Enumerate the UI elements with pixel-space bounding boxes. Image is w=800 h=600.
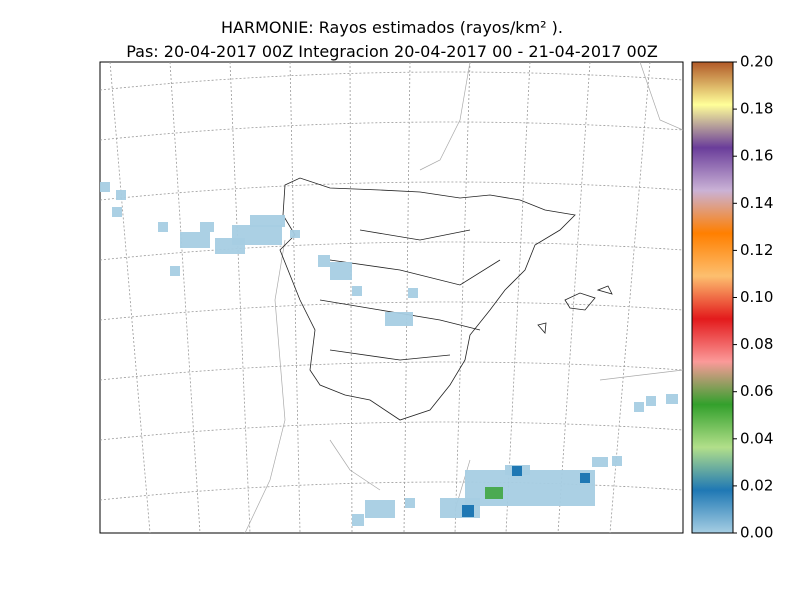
borders	[244, 61, 684, 534]
colorbar-tick-label: 0.18	[740, 100, 773, 118]
map	[99, 61, 684, 534]
colorbar-tick-label: 0.14	[740, 194, 773, 212]
colorbar-tick-label: 0.02	[740, 476, 773, 494]
colorbar-tick-label: 0.16	[740, 147, 773, 165]
subtitle: Pas: 20-04-2017 00Z Integracion 20-04-20…	[126, 42, 658, 61]
provinces	[319, 229, 501, 361]
lightning-cells	[100, 182, 678, 526]
colorbar-tick-label: 0.06	[740, 382, 773, 400]
colorbar-tick-label: 0.20	[740, 53, 773, 71]
colorbar-tick-label: 0.10	[740, 288, 773, 306]
colorbar-tick-label: 0.00	[740, 524, 773, 542]
colorbar-tick-label: 0.08	[740, 335, 773, 353]
title: HARMONIE: Rayos estimados (rayos/km² ).	[221, 18, 563, 37]
colorbar-tick-label: 0.12	[740, 241, 773, 259]
colorbar-tick-label: 0.04	[740, 429, 773, 447]
spain-outline	[279, 177, 576, 421]
colorbar	[691, 61, 734, 534]
baleares	[537, 285, 613, 334]
graticule	[99, 61, 684, 534]
map-frame	[99, 61, 684, 534]
